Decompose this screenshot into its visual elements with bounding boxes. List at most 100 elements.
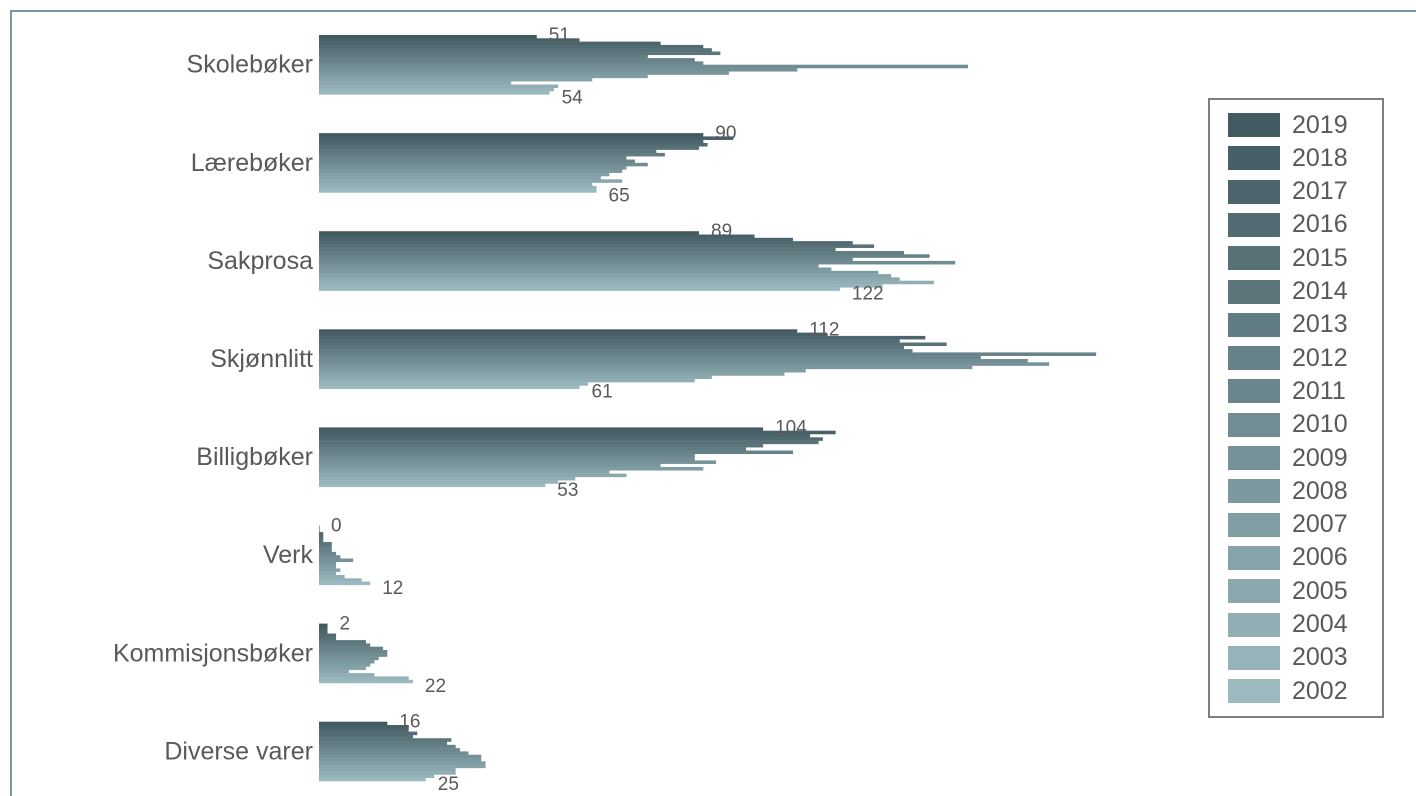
bar-billigboker-2018 [319,430,836,435]
bar-group-skoleboker [319,35,969,95]
legend-swatch [1228,346,1280,371]
bar-skoleboker-2017 [319,41,661,46]
bar-sakprosa-2013 [319,251,904,255]
category-label-billigboker: Billigbøker [196,443,313,471]
legend-swatch [1228,146,1280,171]
bar-kommisjonsboker-2014 [319,640,366,644]
bar-billigboker-2016 [319,437,823,441]
bar-sakprosa-2006 [319,274,892,278]
bar-laereboker-2012 [319,156,627,160]
bar-billigboker-2014 [319,443,764,448]
bar-diverse-varer-2012 [319,744,456,749]
bar-skjonnlitt-2010 [319,359,1028,363]
bar-verk-2014 [319,542,332,546]
bar-billigboker-2004 [319,476,576,481]
bar-skoleboker-2002 [319,91,550,95]
legend-swatch [1228,246,1280,271]
bar-billigboker-2012 [319,450,793,455]
legend-swatch [1228,545,1280,570]
legend-swatch [1228,113,1280,137]
data-label-diverse-varer-2002: 25 [438,774,459,795]
legend-swatch [1228,212,1280,237]
bar-kommisjonsboker-2011 [319,650,388,654]
bar-skoleboker-2018 [319,38,580,42]
legend-item-2010: 2010 [1228,410,1348,438]
bar-sakprosa-2018 [319,234,755,239]
bar-diverse-varer-2014 [319,738,452,742]
bar-sakprosa-2015 [319,244,875,248]
bar-diverse-varer-2015 [319,734,413,739]
data-label-kommisjonsboker-2002: 22 [425,676,446,697]
bar-kommisjonsboker-2010 [319,653,388,657]
bar-verk-2019 [319,525,320,530]
bar-sakprosa-2019 [319,231,700,235]
bar-billigboker-2017 [319,434,811,438]
legend-item-2019: 2019 [1228,111,1348,139]
legend-item-2017: 2017 [1228,177,1348,206]
legend-item-2018: 2018 [1228,143,1348,172]
bar-chart: Skolebøker5154Lærebøker9065Sakprosa89122… [113,25,1097,795]
bar-skoleboker-2011 [319,61,704,65]
bar-billigboker-2003 [319,480,559,484]
category-label-sakprosa: Sakprosa [207,247,313,275]
bar-verk-2007 [319,565,337,569]
legend-item-2015: 2015 [1228,244,1348,272]
data-label-laereboker-2019: 90 [715,123,736,144]
bar-skoleboker-2013 [319,54,648,59]
bar-verk-2016 [319,535,324,539]
category-label-verk: Verk [263,541,314,569]
legend-item-2005: 2005 [1228,577,1348,605]
legend-swatch [1228,446,1280,470]
bar-skjonnlitt-2007 [319,368,806,373]
bar-diverse-varer-2003 [319,774,435,779]
bar-skjonnlitt-2004 [319,378,695,383]
bar-skjonnlitt-2006 [319,372,785,376]
legend-item-2013: 2013 [1228,310,1348,338]
bar-skjonnlitt-2011 [319,355,981,360]
bar-billigboker-2019 [319,427,764,431]
legend-label: 2018 [1292,143,1348,172]
bar-diverse-varer-2019 [319,721,388,726]
bar-verk-2017 [319,532,324,536]
bar-kommisjonsboker-2019 [319,623,328,628]
bar-verk-2018 [319,528,320,533]
bar-laereboker-2006 [319,176,601,180]
bar-kommisjonsboker-2002 [319,679,413,684]
bar-billigboker-2013 [319,447,746,451]
bar-diverse-varer-2004 [319,771,456,775]
legend-swatch [1228,612,1280,637]
legend-label: 2016 [1292,210,1348,239]
chart-frame [10,10,1416,796]
data-label-diverse-varer-2019: 16 [399,712,420,733]
bar-laereboker-2002 [319,189,597,193]
bar-skoleboker-2004 [319,84,559,89]
bar-kommisjonsboker-2004 [319,673,375,677]
bar-diverse-varer-2002 [319,777,426,782]
bar-laereboker-2008 [319,169,623,173]
legend-label: 2002 [1292,676,1348,705]
bar-sakprosa-2012 [319,254,930,258]
bar-verk-2005 [319,571,337,576]
bar-diverse-varer-2006 [319,764,486,769]
bar-kommisjonsboker-2007 [319,663,371,667]
bar-skjonnlitt-2015 [319,342,947,347]
bar-diverse-varer-2007 [319,761,486,765]
bar-sakprosa-2003 [319,284,883,288]
bar-skjonnlitt-2018 [319,332,828,337]
legend-label: 2017 [1292,177,1348,206]
data-label-billigboker-2019: 104 [775,417,807,438]
bar-skoleboker-2003 [319,87,554,92]
bar-laereboker-2014 [319,149,657,154]
bar-group-verk [319,525,371,586]
bar-verk-2009 [319,558,354,563]
bar-group-kommisjonsboker [319,623,413,684]
bar-kommisjonsboker-2016 [319,633,337,638]
bar-skoleboker-2009 [319,68,798,72]
bar-kommisjonsboker-2005 [319,669,349,674]
bar-skoleboker-2014 [319,51,721,56]
bar-verk-2011 [319,551,337,556]
bar-diverse-varer-2008 [319,758,482,762]
bar-kommisjonsboker-2008 [319,659,375,664]
bar-diverse-varer-2011 [319,748,460,752]
bar-skjonnlitt-2012 [319,352,1097,356]
